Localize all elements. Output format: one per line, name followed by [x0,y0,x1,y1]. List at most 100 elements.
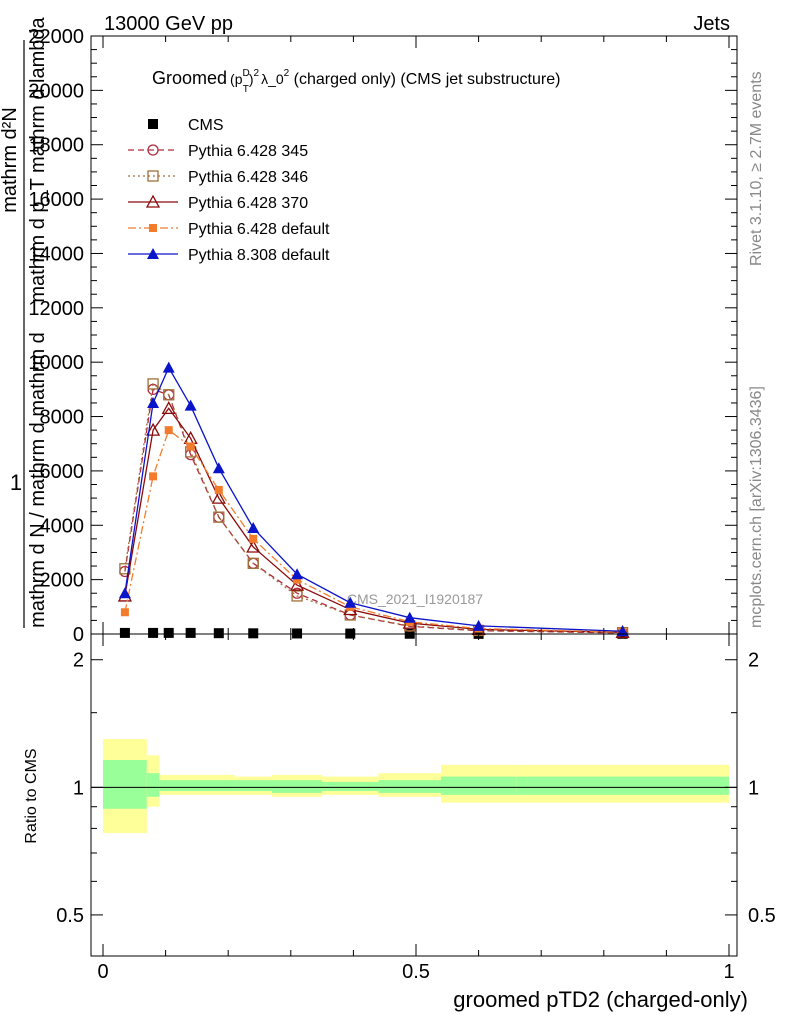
mcplots-label: mcplots.cern.ch [arXiv:1306.3436] [748,386,765,628]
ratio-band-inner [103,760,147,809]
data-point [161,401,176,415]
x-axis-label: groomed pTD2 (charged-only) [453,987,748,1012]
ratio-x-tick-label: 1 [723,961,734,983]
title-rest: ) [249,71,254,87]
title-formula: (p [230,71,243,87]
legend-label: Pythia 6.428 default [188,221,330,238]
data-point [291,590,303,602]
main-y-tick-label: 18000 [28,135,84,157]
data-point [212,462,225,474]
ratio-band-inner [378,780,442,793]
data-point [118,587,131,599]
main-y-tick-label: 20000 [28,80,84,102]
ratio-x-axis: 0 0.5 1 [97,634,735,983]
title-lambda: λ_0 [261,71,284,87]
ratio-band-inner [234,780,273,792]
ratio-y-tick-label-right: 0.5 [748,905,776,927]
legend-entry: Pythia 6.428 346 [128,169,308,186]
main-y-axis: 0 2000 4000 6000 8000 10000 12000 14000 16000 180… [28,26,737,646]
title-sup3: 2 [284,68,290,79]
ratio-panel: 0.5 0.5 1 1 2 2 0 0.5 1 Ratio to CMS groomed pT… [23,633,776,1012]
title-sup2: 2 [254,68,260,79]
main-y-tick-label: 0 [73,624,84,646]
energy-label: 13000 GeV pp [104,13,233,35]
main-y-tick-label: 6000 [40,461,85,483]
main-y-tick-label: 22000 [28,26,84,48]
data-point [403,611,416,623]
legend-label: Pythia 6.428 345 [188,143,308,160]
ratio-band-inner [159,780,235,792]
legend-entry: Pythia 6.428 370 [128,194,308,212]
data-point [247,557,259,569]
series-line [124,382,623,634]
legend-label: CMS [188,117,224,134]
jets-label: Jets [693,13,730,35]
data-point [293,575,302,584]
data-point [163,389,175,401]
ratio-band-inner [441,776,517,795]
legend-marker [149,224,157,232]
data-point [213,511,225,523]
data-point [149,472,158,481]
ratio-y-tick-label: 0.5 [56,905,84,927]
ratio-band-inner [322,781,379,792]
rivet-label: Rivet 3.1.10, ≥ 2.7M events [748,71,765,266]
series-5 [118,361,629,637]
data-point [185,627,196,638]
ratio-y-label: Ratio to CMS [23,748,40,843]
data-point [291,568,304,580]
legend-entry: Pythia 6.428 default [128,221,330,238]
ratio-plot-frame [90,633,738,957]
data-point [292,628,303,639]
title-sup: D [243,68,250,79]
legend-label: Pythia 6.428 346 [188,169,308,186]
main-y-tick-label: 10000 [28,352,84,374]
ylabel-line-1: mathrm d²N [0,107,21,213]
data-point [213,628,224,639]
data-point [472,619,485,631]
main-y-tick-label: 8000 [40,407,85,429]
legend-entry: CMS [148,117,224,134]
ratio-x-tick-label: 0.5 [402,961,430,983]
title-suffix: (charged only) (CMS jet substructure) [289,71,560,88]
legend-marker [145,194,161,208]
data-point [145,422,161,436]
data-point [289,577,305,591]
data-point [247,521,260,533]
ylabel-numer: 1 [10,470,22,495]
data-point [211,490,226,504]
legend-entry: Pythia 8.308 default [128,247,330,264]
main-y-tick-label: 2000 [40,570,85,592]
data-point [148,627,159,638]
data-point [184,399,197,411]
legend-label: Pythia 8.308 default [188,247,330,264]
series-line [124,407,623,634]
ratio-y-tick-label: 2 [73,650,84,672]
main-y-tick-label: 14000 [28,243,84,265]
title-sub: T [243,84,249,95]
ratio-band-inner [516,776,729,795]
legend-label: Pythia 6.428 370 [188,195,308,212]
legend-entry: Pythia 6.428 345 [128,143,308,160]
watermark: CMS_2021_I1920187 [347,591,483,607]
main-y-tick-label: 4000 [40,515,85,537]
legend: CMS Pythia 6.428 345 Pythia 6.428 346 Pythi… [128,117,330,264]
ratio-y-tick-label-right: 2 [748,650,759,672]
legend-marker [148,119,158,129]
main-y-tick-label: 16000 [28,189,84,211]
ylabel-denom: mathrm d N / mathrm d mathrm d [27,332,49,628]
main-y-label: 1 mathrm d²N mathrm d p_T mathrm d lambd… [0,16,49,628]
data-point [147,396,160,408]
main-y-tick-label: 12000 [28,298,84,320]
legend-marker [147,170,159,182]
ratio-y-tick-label-right: 1 [748,777,759,799]
ylabel-line-2: mathrm d p_T mathrm d lambda [27,16,49,302]
data-point [186,442,195,451]
data-point [163,627,174,638]
data-point [249,534,258,543]
main-panel: 0 2000 4000 6000 8000 10000 12000 14000 16000 180… [0,16,738,646]
legend-marker [147,144,159,156]
data-point [248,628,259,639]
data-point [344,596,357,608]
